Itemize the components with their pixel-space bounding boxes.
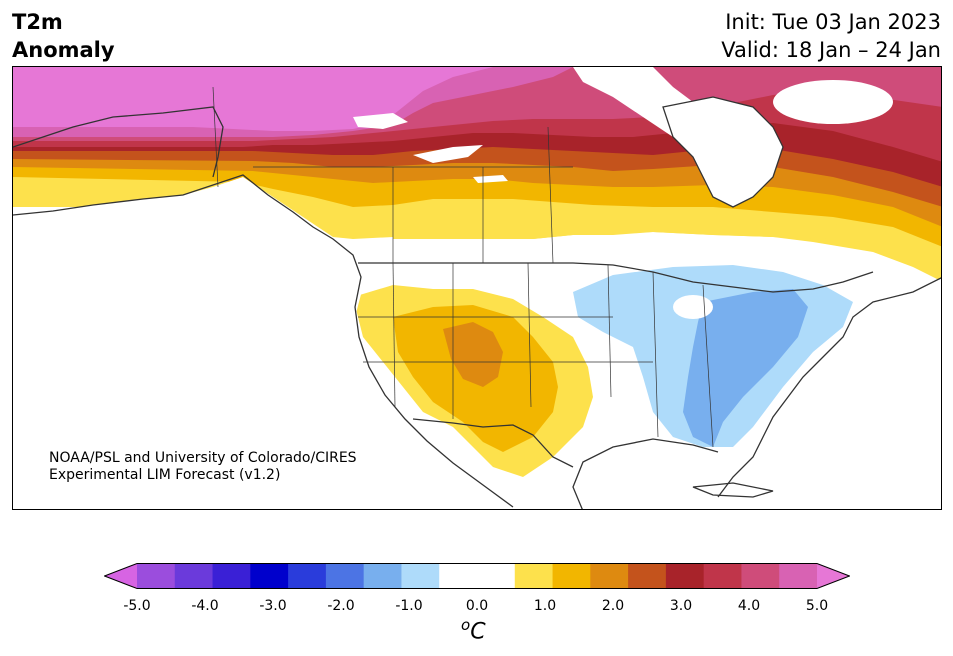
colorbar-tick-label: 5.0 xyxy=(805,598,829,614)
us-mexico-border xyxy=(412,418,574,468)
valid-range: Valid: 18 Jan – 24 Jan xyxy=(721,38,941,62)
colorbar xyxy=(104,563,850,589)
forecast-dates: Init: Tue 03 Jan 2023 Valid: 18 Jan – 24… xyxy=(721,8,941,64)
boundaries xyxy=(13,86,941,509)
colorbar-cell xyxy=(212,563,251,589)
state-line-7 xyxy=(652,271,659,438)
init-date: Init: Tue 03 Jan 2023 xyxy=(725,10,941,34)
arctic-island-1 xyxy=(353,113,408,129)
colorbar-tick-label: -3.0 xyxy=(259,598,287,614)
colorbar-cell xyxy=(288,563,327,589)
cuba xyxy=(692,482,774,498)
warm-band-1b xyxy=(393,217,941,257)
great-lake-patch xyxy=(673,295,713,319)
colorbar-cell xyxy=(325,563,365,589)
colorbar-tick-label: 3.0 xyxy=(669,598,693,614)
ocean-mask xyxy=(13,67,941,509)
anomaly-map xyxy=(13,67,941,509)
us-canada-border xyxy=(358,262,874,293)
atlantic-ocean xyxy=(704,278,941,509)
colorbar-cell xyxy=(741,563,780,589)
gulf-coastline xyxy=(572,438,719,509)
colorbar-cell xyxy=(174,563,214,589)
colorbar-tick-label: 2.0 xyxy=(601,598,625,614)
colorbar-tick-label: -5.0 xyxy=(123,598,151,614)
unit-superscript: o xyxy=(461,616,471,634)
colorbar-cell xyxy=(439,563,478,589)
colorbar-tick-label: -1.0 xyxy=(395,598,423,614)
colorbar-tick-label: -2.0 xyxy=(327,598,355,614)
colorbar-tick-label: 4.0 xyxy=(737,598,761,614)
colorbar-cell xyxy=(552,563,591,589)
colorbar-unit: oC xyxy=(461,616,486,644)
province-line-4 xyxy=(547,126,554,264)
east-coastline xyxy=(717,277,941,498)
colorbar-tick-label: -4.0 xyxy=(191,598,219,614)
colorbar-cell xyxy=(137,563,176,589)
colorbar-cell xyxy=(477,563,516,589)
greenland-gap xyxy=(773,80,893,124)
map-title: T2m Anomaly xyxy=(12,8,115,64)
title-line-2: Anomaly xyxy=(12,38,115,62)
state-line-4 xyxy=(607,264,612,398)
colorbar-tick-label: 0.0 xyxy=(465,598,489,614)
credit-line-2: Experimental LIM Forecast (v1.2) xyxy=(49,467,281,483)
forecast-credit: NOAA/PSL and University of Colorado/CIRE… xyxy=(49,450,357,484)
colorbar-cell xyxy=(590,563,629,589)
state-line-8 xyxy=(702,284,714,448)
colorbar-tick-label: 1.0 xyxy=(533,598,557,614)
west-coastline xyxy=(13,174,514,508)
sw-warm-3 xyxy=(443,322,503,387)
unit-base: C xyxy=(470,619,486,645)
colorbar-cell xyxy=(250,563,289,589)
title-line-1: T2m xyxy=(12,10,63,34)
colorbar-cell xyxy=(703,563,742,589)
colorbar-extend-high xyxy=(817,563,850,589)
colorbar-tick-labels: -5.0 -4.0 -3.0 -2.0 -1.0 0.0 1.0 2.0 3.0 4.0 5.0 xyxy=(0,598,953,616)
gulf-of-mexico xyxy=(573,442,733,509)
arctic-ocean xyxy=(573,67,733,142)
colorbar-cell xyxy=(363,563,402,589)
colorbar-cells xyxy=(104,563,850,589)
colorbar-cell xyxy=(665,563,705,589)
pacific-ocean xyxy=(13,177,521,509)
east-cool-2 xyxy=(683,289,808,447)
colorbar-cell xyxy=(401,563,440,589)
state-line-3 xyxy=(527,262,532,408)
province-line-1 xyxy=(212,86,219,188)
arctic-island-2 xyxy=(413,145,483,163)
hudson-coast xyxy=(662,96,784,208)
colorbar-cell xyxy=(514,563,554,589)
colorbar-outline xyxy=(104,563,850,589)
arctic-island-3 xyxy=(473,175,508,183)
colorbar-extend-low xyxy=(104,563,137,589)
colorbar-cell xyxy=(628,563,667,589)
state-line-1 xyxy=(392,262,396,408)
colorbar-cell xyxy=(779,563,818,589)
alaska-coast xyxy=(13,106,224,178)
map-panel xyxy=(12,66,942,510)
credit-line-1: NOAA/PSL and University of Colorado/CIRE… xyxy=(49,450,357,466)
